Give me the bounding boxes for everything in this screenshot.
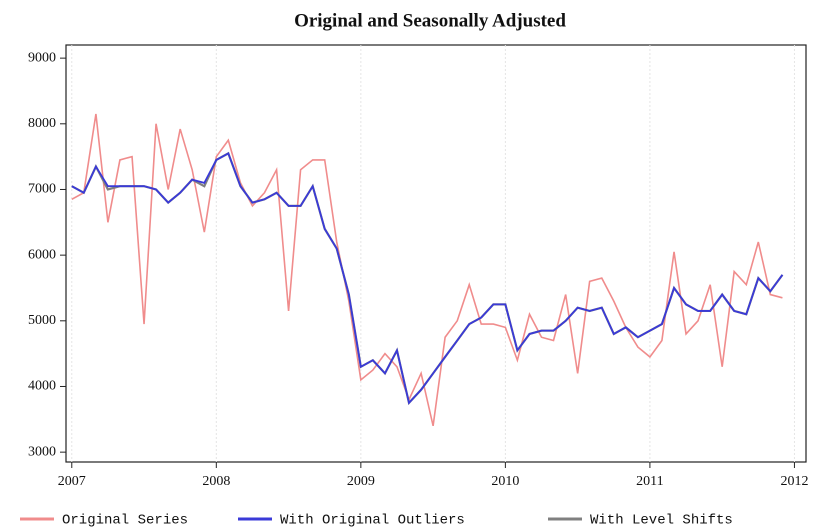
y-tick-label: 4000 bbox=[28, 379, 56, 394]
x-tick-label: 2008 bbox=[202, 474, 230, 489]
x-tick-label: 2011 bbox=[636, 474, 663, 489]
chart-title: Original and Seasonally Adjusted bbox=[294, 10, 566, 31]
x-tick-label: 2009 bbox=[347, 474, 375, 489]
y-tick-label: 5000 bbox=[28, 313, 56, 328]
legend-label: With Original Outliers bbox=[280, 513, 465, 529]
y-tick-label: 9000 bbox=[28, 50, 56, 65]
x-tick-label: 2007 bbox=[58, 474, 86, 489]
x-tick-label: 2012 bbox=[780, 474, 808, 489]
series-line bbox=[71, 151, 784, 406]
y-tick-label: 7000 bbox=[28, 182, 56, 197]
y-tick-label: 8000 bbox=[28, 116, 56, 131]
legend-label: Original Series bbox=[62, 513, 188, 529]
y-tick-label: 3000 bbox=[28, 444, 56, 459]
y-tick-label: 6000 bbox=[28, 247, 56, 262]
x-tick-label: 2010 bbox=[491, 474, 519, 489]
legend-label: With Level Shifts bbox=[590, 513, 733, 529]
plot-frame bbox=[65, 44, 807, 463]
series-line bbox=[71, 113, 783, 427]
series-line bbox=[71, 152, 784, 405]
